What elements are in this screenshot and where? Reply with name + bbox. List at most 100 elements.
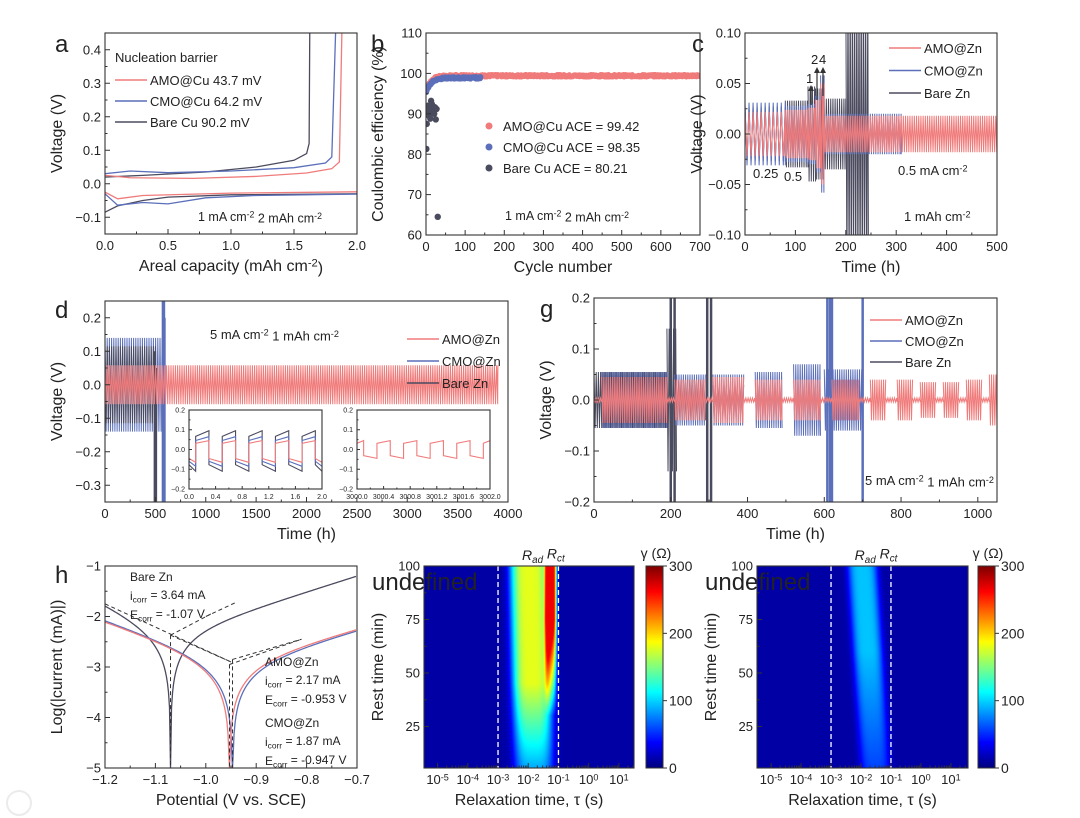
x-tick-label: 400 (572, 239, 594, 254)
line-Bare Cu-charge (105, 33, 311, 178)
y-axis-label: Voltage (V) (49, 94, 66, 173)
x-tick-label: 500 (611, 239, 633, 254)
plot-area-c (745, 33, 997, 235)
y-tick-label: 0.0 (175, 447, 185, 454)
x-tick-label: −1.1 (143, 772, 169, 787)
annotation-bare: icorr​ = 3.64 mA (130, 588, 205, 605)
x-tick-label: 100​ (911, 772, 931, 787)
y-tick-label: 75 (739, 612, 753, 627)
y-axis-label: Voltage (V) (49, 362, 66, 441)
y-tick-label: −1 (86, 559, 101, 574)
plot-frame (104, 300, 509, 503)
annotation: 0.5 (784, 169, 802, 184)
tafel-fit-line (170, 613, 212, 636)
plot-area-d-inset-right (357, 439, 490, 460)
y-tick-label: 0.4 (83, 42, 101, 57)
x-axis-label: Time (h) (842, 259, 901, 276)
colorbar-title: γ (Ω) (973, 545, 1004, 561)
annotation: 0.5 mA cm-2​ (898, 163, 968, 178)
x-tick-label: 700 (689, 239, 711, 254)
legend-marker (485, 143, 493, 151)
plot-background (189, 410, 322, 489)
colorbar-g (646, 566, 663, 768)
y-tick-label: 0.1 (83, 344, 101, 359)
y-tick-label: 60 (408, 228, 422, 243)
heatmap-g (424, 566, 634, 768)
y-tick-label: 90 (408, 106, 422, 121)
line-Bare Cu-discharge (105, 193, 357, 213)
heatmap-h (757, 566, 968, 768)
y-axis-label: Coulombic efficiency (%) (370, 46, 387, 222)
x-tick-label: 10-5​ (426, 772, 449, 787)
legend-label: CMO@Zn (924, 64, 983, 79)
x-tick-label: 200 (835, 239, 857, 254)
x-tick-label: 1.0 (222, 238, 240, 253)
x-tick-label: 300 (533, 239, 555, 254)
x-tick-label: 3002.0 (479, 494, 501, 501)
point-Bare Cu (426, 120, 430, 128)
x-tick-label: 4000 (494, 506, 523, 521)
x-tick-label: 100 (785, 239, 807, 254)
x-tick-label: 3000.8 (399, 494, 421, 501)
legend-label: CMO@Cu 64.2 mV (150, 94, 262, 109)
legend-label: AMO@Cu ACE = 99.42 (503, 119, 639, 134)
x-tick-label: 600 (813, 506, 835, 521)
x-axis-label: Relaxation time, τ (s) (788, 792, 937, 809)
colorbar-tick-label: 0 (669, 760, 677, 776)
tafel-fit-line (232, 638, 302, 660)
x-axis-label: Relaxation time, τ (s) (455, 792, 604, 809)
x-tick-label: 10-2​ (517, 772, 540, 787)
y-tick-label: 75 (406, 612, 420, 627)
x-tick-label: 2.0 (317, 494, 327, 501)
plot-frame (593, 297, 998, 503)
y-tick-label: 0.1 (175, 427, 185, 434)
line-AMO@Cu-discharge (105, 191, 357, 200)
colorbar-tick-label: 200 (1001, 625, 1025, 641)
inset-line-AMO@Zn (357, 439, 490, 460)
line-CMO@Cu-discharge (105, 193, 357, 206)
y-tick-label: −0.3 (75, 478, 101, 493)
y-tick-label: 0.2 (83, 310, 101, 325)
plot-area-e (594, 298, 997, 502)
annotation-amo: AMO@Zn (265, 655, 319, 669)
x-axis-label: Time (h) (766, 526, 825, 543)
plot-frame (756, 565, 969, 769)
legend-label: Bare Cu ACE = 80.21 (503, 161, 628, 176)
line-AMO@Cu-charge (105, 33, 343, 180)
y-tick-label: 0.1 (83, 143, 101, 158)
panel-label-g: g (540, 296, 553, 323)
y-tick-label: −0.1 (339, 467, 353, 474)
panel-label-h: h (55, 562, 68, 589)
x-axis-label: Potential (V vs. SCE) (156, 792, 306, 809)
x-tick-label: 3500 (443, 506, 472, 521)
x-tick-label: 1000 (963, 506, 992, 521)
panel-label-d: d (55, 297, 68, 324)
watermark-logo (6, 790, 32, 816)
x-axis-label: Cycle number (514, 259, 613, 276)
annotation: 1 (806, 71, 813, 86)
legend-label: CMO@Zn (442, 354, 501, 369)
x-tick-label: 3001.2 (426, 494, 448, 501)
y-tick-label: 0.0 (83, 377, 101, 392)
y-tick-label: 0.1 (572, 342, 590, 357)
x-tick-label: 3001.6 (453, 494, 475, 501)
colorbar-tick-label: 0 (1001, 760, 1009, 776)
panel-label-undefined: undefined (705, 569, 810, 596)
x-tick-label: 0.4 (211, 494, 221, 501)
y-axis-label: Voltage (V) (538, 360, 555, 439)
heatmap-overlay-g (497, 566, 560, 768)
x-tick-label: 500 (986, 239, 1008, 254)
y-tick-label: −0.1 (171, 467, 185, 474)
point-CMO@Cu (478, 74, 484, 80)
x-tick-label: 400 (737, 506, 759, 521)
x-tick-label: 101​ (609, 772, 629, 787)
x-tick-label: 3000.0 (346, 494, 368, 501)
plot-frame (104, 32, 358, 235)
y-axis-label: Log(|current (mA)|) (49, 600, 66, 735)
x-tick-label: 0 (590, 506, 597, 521)
legend-label: AMO@Zn (905, 313, 963, 328)
x-tick-label: 1.5 (285, 238, 303, 253)
plot-frame (356, 409, 491, 490)
